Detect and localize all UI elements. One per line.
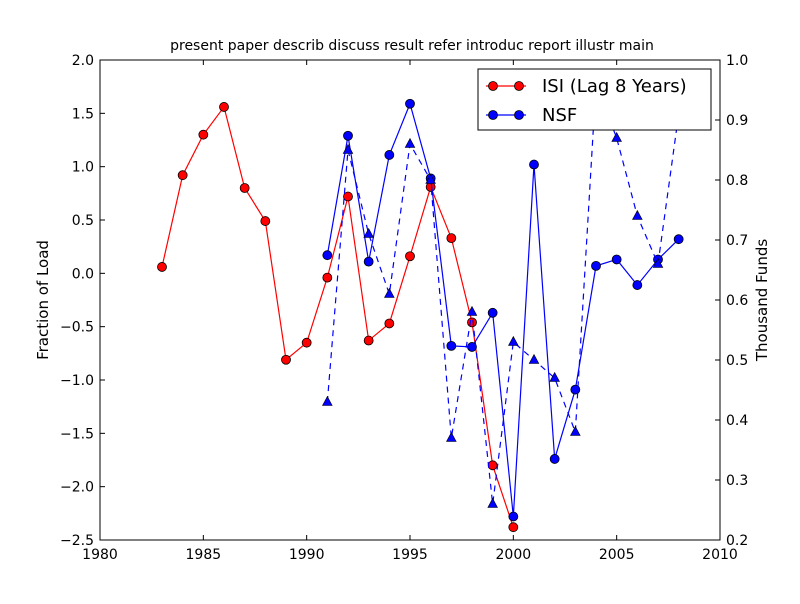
y-axis-label: Fraction of Load — [34, 240, 52, 360]
data-point — [529, 159, 539, 170]
data-point — [632, 280, 643, 290]
x-tick-label: 2005 — [599, 547, 635, 563]
data-point — [467, 317, 477, 328]
legend-marker-nsf — [488, 110, 498, 120]
data-point — [528, 353, 540, 364]
x-tick-label: 1990 — [289, 547, 325, 563]
legend-marker-isi — [488, 81, 498, 91]
y-tick-label: −0.5 — [60, 320, 94, 336]
legend-label-isi: ISI (Lag 8 Years) — [542, 76, 687, 97]
x-tick-label: 1995 — [392, 547, 428, 563]
y2-tick-label: 0.6 — [726, 293, 748, 309]
data-point — [384, 287, 395, 298]
data-point — [446, 340, 457, 351]
data-point — [652, 257, 664, 268]
y2-tick-label: 0.7 — [726, 233, 748, 249]
y-tick-label: 2.0 — [72, 53, 94, 69]
data-point — [508, 522, 519, 533]
x-tick-label: 1985 — [186, 547, 222, 563]
data-point — [487, 307, 498, 318]
y2-tick-label: 0.4 — [726, 413, 748, 429]
data-point — [508, 511, 519, 522]
x-tick-label: 2000 — [496, 547, 532, 563]
y2-tick-label: 0.3 — [726, 473, 748, 489]
y-tick-label: −2.0 — [60, 480, 94, 496]
y2-tick-label: 0.9 — [726, 113, 748, 129]
data-point — [405, 251, 415, 262]
x-tick-label: 1980 — [82, 547, 118, 563]
series-line-2 — [326, 83, 680, 505]
series-line-1 — [326, 101, 680, 517]
data-point — [343, 130, 353, 141]
legend-marker-isi — [514, 81, 524, 91]
chart-title: present paper describ discuss result ref… — [170, 38, 654, 54]
data-point — [198, 129, 209, 140]
data-point — [446, 431, 457, 442]
data-point — [157, 262, 167, 272]
data-point — [260, 216, 271, 226]
data-point — [322, 250, 333, 261]
data-point — [384, 318, 395, 329]
data-point — [219, 102, 229, 112]
data-point — [549, 454, 560, 464]
data-point — [446, 233, 457, 244]
data-point — [342, 143, 354, 154]
legend-box — [477, 68, 712, 131]
data-point — [673, 234, 684, 245]
y-tick-label: 0.5 — [72, 213, 94, 229]
legend: ISI (Lag 8 Years) NSF — [477, 68, 712, 131]
legend-marker-nsf — [514, 110, 524, 120]
y-tick-label: 0.0 — [72, 266, 94, 282]
y-tick-label: −1.0 — [60, 373, 94, 389]
data-point — [405, 98, 415, 109]
data-point — [322, 272, 333, 283]
data-point — [508, 335, 519, 346]
data-point — [487, 497, 498, 508]
plot-background — [100, 60, 720, 540]
data-point — [487, 460, 498, 471]
data-point — [363, 256, 374, 267]
legend-label-nsf: NSF — [542, 105, 577, 126]
y-tick-label: −1.5 — [60, 426, 94, 442]
data-point — [425, 173, 436, 184]
y2-tick-label: 0.2 — [726, 533, 748, 549]
data-point — [549, 371, 560, 382]
y2-axis-label: Thousand Funds — [753, 239, 771, 362]
data-point — [343, 191, 353, 202]
plot-area: 1980 1985 1990 1995 2000 2005 2010 2.0 1.5 1.0 0.5… — [60, 53, 748, 563]
y2-tick-label: 1.0 — [726, 53, 748, 69]
data-point — [611, 131, 622, 142]
data-point — [632, 209, 643, 220]
data-point — [239, 183, 250, 193]
data-point — [363, 227, 374, 238]
data-point — [404, 137, 416, 148]
data-point — [466, 305, 478, 316]
data-point — [281, 354, 291, 365]
series-line-0 — [161, 105, 514, 528]
y-tick-label: 1.0 — [72, 160, 94, 176]
data-point — [363, 335, 374, 346]
data-point — [177, 170, 188, 181]
data-point — [611, 254, 622, 265]
y2-tick-label: 0.5 — [726, 353, 748, 369]
data-point — [570, 425, 581, 436]
data-point — [301, 337, 312, 348]
data-point — [384, 150, 395, 160]
y-tick-label: −2.5 — [60, 533, 94, 549]
y-tick-label: 1.5 — [72, 106, 94, 122]
x-tick-label: 2010 — [702, 547, 738, 563]
y2-tick-label: 0.8 — [726, 173, 748, 189]
data-point — [591, 260, 601, 271]
data-point — [322, 395, 333, 406]
data-point — [467, 342, 477, 352]
